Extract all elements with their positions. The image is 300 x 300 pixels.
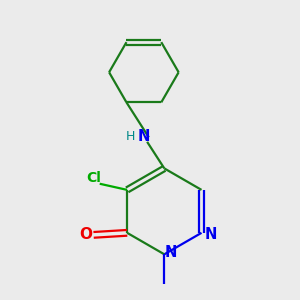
Text: N: N: [204, 227, 217, 242]
Text: N: N: [165, 245, 178, 260]
Text: O: O: [80, 227, 93, 242]
Text: N: N: [138, 129, 150, 144]
Text: H: H: [126, 130, 136, 143]
Text: Cl: Cl: [86, 171, 101, 185]
